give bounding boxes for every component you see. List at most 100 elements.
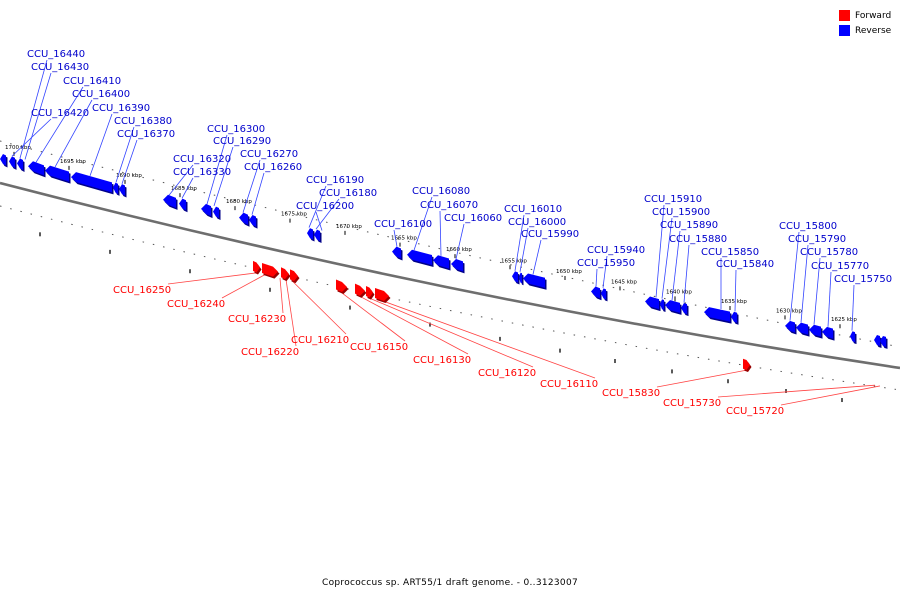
- leader-line: [656, 369, 747, 388]
- gene-label-ccu-16260: CCU_16260: [244, 162, 302, 173]
- gene-arrows: [0, 154, 888, 372]
- leader-line: [213, 146, 234, 206]
- gene-label-ccu-15780: CCU_15780: [800, 247, 858, 258]
- gene-arrow: [262, 262, 278, 277]
- gene-label-ccu-15840: CCU_15840: [716, 259, 774, 270]
- gene-label-ccu-16060: CCU_16060: [444, 213, 502, 224]
- gene-arrow: [355, 283, 365, 296]
- gene-arrow: [307, 228, 313, 240]
- gene-arrow: [249, 214, 256, 227]
- scale-tick-label: 1700 kbp: [5, 145, 31, 151]
- gene-label-ccu-16130: CCU_16130: [413, 355, 471, 366]
- gene-label-ccu-15750: CCU_15750: [834, 274, 892, 285]
- gene-label-ccu-16150: CCU_16150: [350, 342, 408, 353]
- leader-line: [519, 227, 529, 272]
- gene-arrow: [850, 331, 855, 343]
- leader-line: [595, 268, 598, 287]
- gene-arrow: [645, 296, 659, 310]
- gene-label-ccu-16270: CCU_16270: [240, 149, 298, 160]
- leader-line: [121, 139, 138, 184]
- gene-label-ccu-16000: CCU_16000: [508, 217, 566, 228]
- forward-track-guide: [0, 205, 900, 391]
- gene-label-ccu-15950: CCU_15950: [577, 258, 635, 269]
- gene-arrow: [785, 320, 795, 333]
- scale-tick-label: 1660 kbp: [446, 247, 472, 253]
- gene-arrow: [163, 194, 176, 208]
- leader-line: [367, 297, 534, 368]
- gene-label-ccu-16370: CCU_16370: [117, 129, 175, 140]
- scale-tick-label: 1640 kbp: [666, 289, 692, 295]
- gene-label-ccu-15890: CCU_15890: [660, 220, 718, 231]
- gene-arrow: [119, 184, 125, 196]
- gene-label-ccu-15830: CCU_15830: [602, 388, 660, 399]
- leader-line: [532, 239, 542, 275]
- leader-line: [655, 204, 665, 298]
- leader-line: [221, 274, 266, 299]
- gene-arrow: [375, 287, 389, 301]
- gene-label-ccu-15900: CCU_15900: [652, 207, 710, 218]
- gene-label-ccu-16380: CCU_16380: [114, 116, 172, 127]
- gene-label-ccu-15800: CCU_15800: [779, 221, 837, 232]
- figure-caption: Coprococcus sp. ART55/1 draft genome. - …: [321, 578, 579, 588]
- gene-label-ccu-16190: CCU_16190: [306, 175, 364, 186]
- gene-arrow: [0, 154, 6, 166]
- gene-arrow: [392, 246, 401, 259]
- legend-reverse-label: Reverse: [855, 26, 892, 36]
- gene-arrow: [28, 161, 44, 176]
- gene-label-ccu-16250: CCU_16250: [113, 285, 171, 296]
- gene-labels: CCU_16440 CCU_16430 CCU_16410 CCU_16400 CCU_…: [27, 49, 892, 417]
- scale-tick-label: 1675 kbp: [281, 212, 307, 218]
- gene-arrow: [113, 182, 118, 194]
- gene-label-ccu-16230: CCU_16230: [228, 314, 286, 325]
- gene-label-ccu-16400: CCU_16400: [72, 89, 130, 100]
- leader-line: [393, 229, 398, 247]
- leader-line: [167, 272, 258, 285]
- forward-swatch: [839, 10, 850, 21]
- scale-tick-label: 1645 kbp: [611, 279, 637, 285]
- gene-label-ccu-16080: CCU_16080: [412, 186, 470, 197]
- gene-arrow: [796, 322, 808, 335]
- gene-arrow: [809, 324, 821, 337]
- gene-arrow: [660, 299, 664, 310]
- gene-label-ccu-16420: CCU_16420: [31, 108, 89, 119]
- gene-arrow: [290, 269, 298, 282]
- gene-label-ccu-16180: CCU_16180: [319, 188, 377, 199]
- scale-ticks: 1700 kbp 1695 kbp 1690 kbp 1685 kbp 1680 kbp…: [5, 145, 857, 403]
- leader-line: [661, 217, 673, 299]
- gene-arrow: [822, 326, 833, 339]
- gene-arrow: [512, 271, 518, 283]
- gene-arrow: [9, 156, 15, 168]
- leader-line: [206, 134, 228, 205]
- gene-label-ccu-16110: CCU_16110: [540, 379, 598, 390]
- scale-tick-label: 1685 kbp: [171, 186, 197, 192]
- leader-line: [285, 279, 297, 347]
- reverse-swatch: [839, 25, 850, 36]
- leader-line: [717, 384, 876, 398]
- leader-line: [279, 278, 284, 314]
- gene-label-ccu-16320: CCU_16320: [173, 154, 231, 165]
- gene-label-ccu-16070: CCU_16070: [420, 200, 478, 211]
- leader-line: [242, 159, 261, 213]
- leader-line: [671, 230, 681, 301]
- genome-backbone: [0, 181, 900, 370]
- scale-tick-label: 1695 kbp: [60, 159, 86, 165]
- gene-label-ccu-16100: CCU_16100: [374, 219, 432, 230]
- gene-label-ccu-15990: CCU_15990: [521, 229, 579, 240]
- gene-arrow: [681, 303, 687, 315]
- reverse-track-guide: [0, 140, 900, 348]
- gene-label-ccu-16300: CCU_16300: [207, 124, 265, 135]
- leader-line: [115, 126, 135, 183]
- gene-label-ccu-15730: CCU_15730: [663, 398, 721, 409]
- legend-forward-label: Forward: [855, 11, 892, 21]
- gene-arrow: [281, 267, 289, 280]
- gene-label-ccu-15770: CCU_15770: [811, 261, 869, 272]
- gene-label-ccu-15940: CCU_15940: [587, 245, 645, 256]
- gene-arrow: [239, 212, 248, 225]
- leader-line: [514, 214, 525, 271]
- leader-line: [380, 299, 596, 379]
- scale-tick-label: 1665 kbp: [391, 236, 417, 242]
- gene-label-ccu-16200: CCU_16200: [296, 201, 354, 212]
- gene-arrow: [253, 260, 260, 273]
- leader-line: [813, 257, 821, 325]
